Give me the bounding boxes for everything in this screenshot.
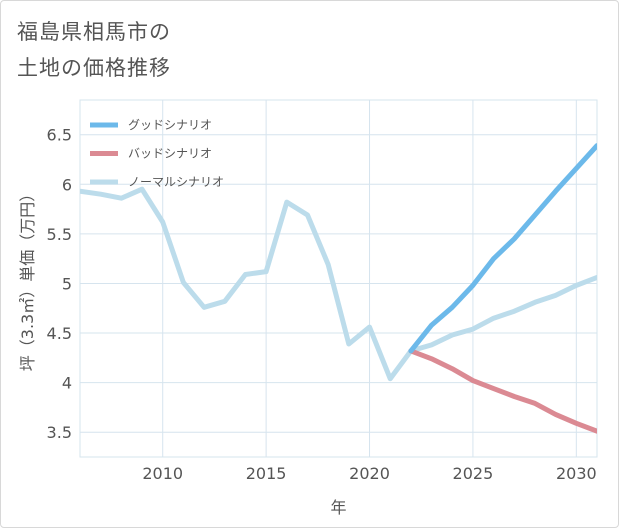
chart-title: 福島県相馬市の 土地の価格推移 [17, 14, 171, 86]
y-axis-label: 坪（3.3㎡）単価（万円） [18, 186, 37, 371]
y-tick-label: 5.5 [47, 225, 72, 244]
series-line-1 [408, 348, 597, 434]
x-tick-label: 2020 [349, 464, 390, 483]
legend-label-2: ノーマルシナリオ [128, 175, 224, 189]
y-tick-label: 4.5 [47, 324, 72, 343]
title-line-1: 福島県相馬市の [17, 20, 171, 44]
y-tick-label: 6.5 [47, 126, 72, 145]
series-line-0 [408, 143, 597, 354]
axes: 2010 2015 2020 2025 2030 3.5 4 4.5 5 5.5 6 6.5 [47, 126, 597, 483]
y-tick-label: 4 [62, 374, 72, 393]
x-tick-label: 2030 [556, 464, 597, 483]
grid [79, 99, 598, 458]
series-line-2 [80, 186, 597, 382]
y-tick-label: 3.5 [47, 423, 72, 442]
series-lines [80, 143, 597, 434]
x-tick-label: 2015 [246, 464, 287, 483]
y-tick-label: 6 [62, 175, 72, 194]
legend-label-1: バッドシナリオ [128, 147, 212, 161]
title-line-2: 土地の価格推移 [17, 56, 171, 80]
x-tick-label: 2010 [142, 464, 183, 483]
x-tick-label: 2025 [453, 464, 494, 483]
y-tick-label: 5 [62, 274, 72, 293]
x-axis-label: 年 [330, 498, 346, 517]
legend-label-0: グッドシナリオ [128, 118, 212, 132]
